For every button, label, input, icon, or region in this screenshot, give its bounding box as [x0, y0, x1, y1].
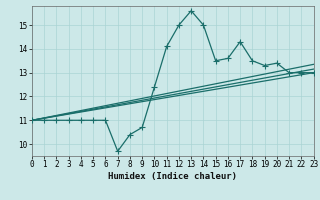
X-axis label: Humidex (Indice chaleur): Humidex (Indice chaleur): [108, 172, 237, 181]
